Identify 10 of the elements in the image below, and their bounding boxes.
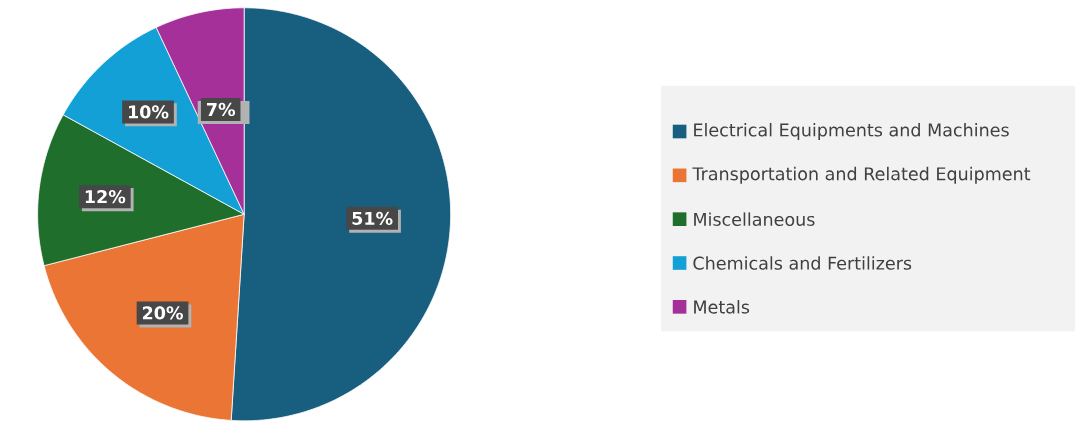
data-label: 20% — [142, 306, 183, 320]
legend-label: Electrical Equipments and Machines — [694, 123, 1009, 141]
data-label: 7% — [207, 102, 236, 117]
data-label: 51% — [352, 211, 393, 226]
legend-label: Metals — [694, 300, 750, 314]
legend-label: Transportation and Related Equipment — [692, 166, 1031, 184]
data-label: 10% — [129, 105, 169, 119]
legend-label: Miscellaneous — [694, 212, 815, 227]
data-label: 12% — [85, 190, 126, 204]
legend-label: Chemicals and Fertilizers — [693, 256, 912, 270]
